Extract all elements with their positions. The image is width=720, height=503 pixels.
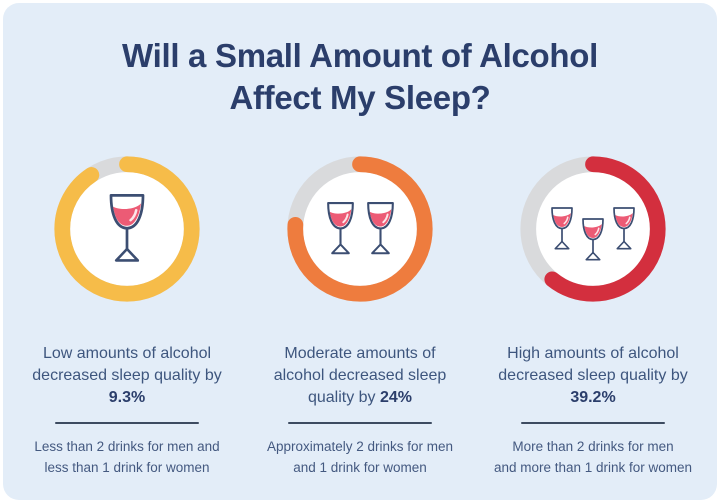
stat-percent-high: 39.2% [570,389,616,407]
stat-description-low: Low amounts of alcohol decreased sleep q… [26,343,228,409]
stat-text-low: Low amounts of alcohol decreased sleep q… [32,345,222,385]
drinks-note-moderate-line-2: and 1 drink for women [293,460,427,476]
infographic-card: Will a Small Amount of Alcohol Affect My… [3,3,717,500]
page-title-line-2: Affect My Sleep? [229,79,491,117]
stat-percent-moderate: 24% [380,389,413,407]
drinks-note-high-line-2: and more than 1 drink for women [493,460,693,476]
donut-chart-moderate [286,155,434,303]
donut-row: Low amounts of alcohol decreased sleep q… [3,155,717,479]
divider-low [55,422,199,425]
drinks-note-low: Less than 2 drinks for men and less than… [15,437,240,479]
high-amount-column: High amounts of alcohol decreased sleep … [477,155,710,479]
page-title-line-1: Will a Small Amount of Alcohol [122,37,598,74]
page-title: Will a Small Amount of Alcohol Affect My… [3,35,717,119]
stat-percent-low: 9.3% [108,389,146,407]
drinks-note-low-line-2: less than 1 drink for women [44,460,210,476]
wine-glass-icon-group-moderate [286,155,434,303]
wine-glass-icon [582,218,604,261]
stat-description-moderate: Moderate amounts of alcohol decreased sl… [259,343,461,409]
moderate-amount-column: Moderate amounts of alcohol decreased sl… [244,155,477,479]
wine-glass-icon [366,202,394,255]
drinks-note-moderate-line-1: Approximately 2 drinks for men [266,439,454,455]
divider-high [521,422,665,425]
low-amount-column: Low amounts of alcohol decreased sleep q… [11,155,244,479]
divider-moderate [288,422,432,425]
donut-chart-low [53,155,201,303]
wine-glass-icon [109,194,145,263]
drinks-note-high: More than 2 drinks for men and more than… [481,437,706,479]
wine-glass-icon [613,207,635,250]
donut-chart-high [519,155,667,303]
stat-description-high: High amounts of alcohol decreased sleep … [492,343,694,409]
wine-glass-icon-group-low [53,155,201,303]
wine-glass-icon [326,202,354,255]
donut-ring-moderate [287,156,433,303]
drinks-note-high-line-1: More than 2 drinks for men [512,439,674,455]
wine-glass-icon [551,207,573,250]
drinks-note-moderate: Approximately 2 drinks for men and 1 dri… [248,437,473,479]
stat-text-moderate: Moderate amounts of alcohol decreased sl… [273,345,447,407]
wine-glass-icon-group-high [519,155,667,303]
drinks-note-low-line-1: Less than 2 drinks for men and [34,439,220,455]
stat-text-high: High amounts of alcohol decreased sleep … [498,345,688,385]
